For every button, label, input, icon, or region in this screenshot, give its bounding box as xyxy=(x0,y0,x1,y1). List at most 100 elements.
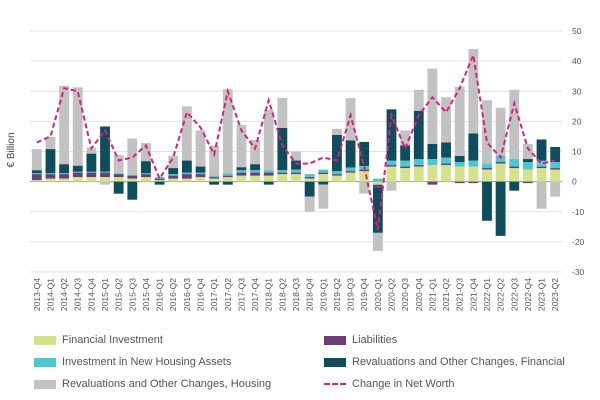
bar-segment xyxy=(72,177,83,182)
bar-segment xyxy=(100,181,110,185)
bar-segment xyxy=(400,130,411,146)
bar-segment xyxy=(345,140,356,168)
bar-segment xyxy=(509,159,520,167)
bar-segment xyxy=(113,155,124,174)
bar-segment xyxy=(550,169,561,182)
bar-segment xyxy=(454,86,465,157)
bar-segment xyxy=(482,100,492,164)
bar-segment xyxy=(154,178,165,181)
y-tick-label: -30 xyxy=(572,267,585,277)
x-tick-label: 2018-Q4 xyxy=(305,278,315,311)
bar-segment xyxy=(495,156,506,163)
x-tick-label: 2017-Q2 xyxy=(223,278,233,311)
bar-segment xyxy=(31,149,42,171)
bar-segment xyxy=(263,175,274,182)
bar-segment xyxy=(59,174,70,179)
bar-segment xyxy=(72,171,83,173)
bar-segment xyxy=(536,168,547,182)
bar-segment xyxy=(113,174,124,178)
bar-segment xyxy=(59,173,70,175)
x-tick-label: 2022-Q4 xyxy=(523,278,533,311)
bar-segment xyxy=(318,184,329,209)
bar-segment xyxy=(413,89,424,111)
x-tick-label: 2023-Q2 xyxy=(550,278,560,311)
bar-segment xyxy=(550,168,561,170)
bar-segment xyxy=(222,181,233,185)
bar-segment xyxy=(536,181,547,209)
bar-segment xyxy=(72,172,83,178)
bar-segment xyxy=(291,169,301,173)
y-tick-label: 30 xyxy=(572,86,582,96)
bar-segment xyxy=(141,143,151,162)
legend-label: Financial Investment xyxy=(62,334,163,346)
bar-segment xyxy=(332,174,342,176)
x-tick-label: 2019-Q1 xyxy=(318,278,328,311)
bar-segment xyxy=(550,181,561,197)
bar-segment xyxy=(441,157,451,164)
x-tick-label: 2021-Q4 xyxy=(468,278,478,311)
bar-segment xyxy=(468,181,479,184)
bar-segment xyxy=(536,139,547,161)
legend-label: Revaluations and Other Changes, Housing xyxy=(62,378,272,390)
legend-label: Change in Net Worth xyxy=(352,378,455,390)
legend-item-revaluations-housing: Revaluations and Other Changes, Housing xyxy=(34,378,324,390)
bar-segment xyxy=(400,160,411,167)
x-tick-label: 2018-Q2 xyxy=(277,278,287,311)
x-tick-label: 2014-Q1 xyxy=(46,278,56,311)
bar-segment xyxy=(332,175,342,182)
bar-segment xyxy=(468,49,479,134)
bar-segment xyxy=(509,181,520,191)
x-tick-label: 2017-Q3 xyxy=(236,278,246,311)
legend-swatch xyxy=(34,357,56,367)
bar-segment xyxy=(222,177,233,182)
bar-segment xyxy=(277,172,288,175)
x-tick-label: 2015-Q2 xyxy=(114,278,124,311)
bar-segment xyxy=(345,172,356,182)
x-tick-label: 2021-Q2 xyxy=(441,278,451,311)
bar-segment xyxy=(236,175,247,182)
bar-segment xyxy=(86,172,97,178)
bar-segment xyxy=(100,126,110,172)
x-tick-label: 2014-Q3 xyxy=(73,278,83,311)
bar-segment xyxy=(291,172,301,175)
bar-segment xyxy=(181,160,192,173)
bar-segment xyxy=(454,181,465,184)
y-tick-label: 40 xyxy=(572,56,582,66)
bar-segment xyxy=(141,174,151,178)
x-tick-label: 2020-Q1 xyxy=(373,278,383,311)
bar-segment xyxy=(154,181,165,185)
bar-segment xyxy=(304,177,315,179)
bar-segment xyxy=(522,159,533,163)
legend-label: Revaluations and Other Changes, Financia… xyxy=(352,356,565,368)
bar-segment xyxy=(250,164,260,171)
bar-segment xyxy=(468,133,479,161)
bar-segment xyxy=(495,162,506,164)
bar-segment xyxy=(332,128,342,135)
x-tick-label: 2016-Q1 xyxy=(155,278,165,311)
bar-segment xyxy=(482,168,492,170)
bar-segment xyxy=(195,166,206,173)
bar-segment xyxy=(263,109,274,171)
bar-segment xyxy=(277,128,288,171)
bar-segment xyxy=(181,172,192,175)
bar-segment xyxy=(495,107,506,157)
x-tick-label: 2016-Q2 xyxy=(168,278,178,311)
bar-segment xyxy=(100,172,110,178)
legend: Financial Investment Liabilities Investm… xyxy=(34,334,594,390)
legend-item-revaluations-financial: Revaluations and Other Changes, Financia… xyxy=(324,356,574,368)
bar-segment xyxy=(250,172,260,176)
legend-swatch-line xyxy=(324,383,346,385)
bar-segment xyxy=(127,174,138,176)
x-tick-label: 2021-Q1 xyxy=(427,278,437,311)
bar-segment xyxy=(45,149,56,174)
x-tick-label: 2014-Q2 xyxy=(59,278,69,311)
bar-segment xyxy=(427,143,438,160)
bar-segment xyxy=(441,163,451,166)
bar-segment xyxy=(168,175,179,179)
net-worth-line-layer xyxy=(36,51,556,231)
legend-label: Liabilities xyxy=(352,334,398,346)
bar-segment xyxy=(509,168,520,182)
bar-segment xyxy=(86,153,97,172)
bar-segment xyxy=(386,165,397,167)
